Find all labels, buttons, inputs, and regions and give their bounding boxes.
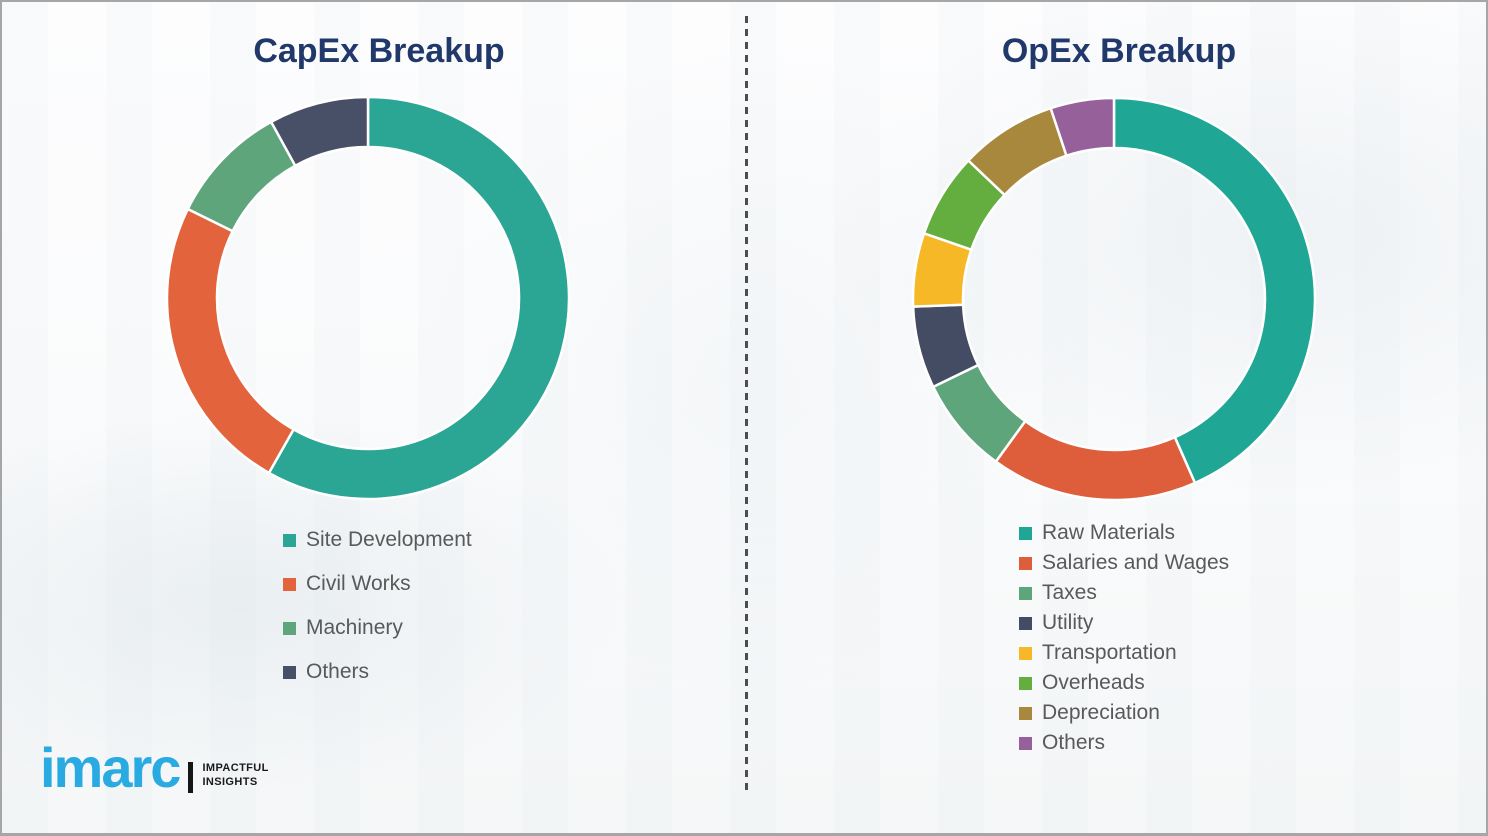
legend-color-marker (283, 621, 296, 635)
legend-item-civil-works: Civil Works (283, 562, 472, 606)
opex-donut-chart (911, 96, 1317, 502)
legend-item-others: Others (283, 650, 472, 694)
legend-item-utility: Utility (1019, 608, 1229, 638)
legend-label: Depreciation (1042, 701, 1160, 724)
legend-color-marker (1019, 586, 1032, 600)
legend-label: Overheads (1042, 671, 1145, 694)
legend-color-marker (283, 533, 296, 547)
legend-label: Utility (1042, 611, 1094, 634)
donut-segment-others (1049, 96, 1116, 158)
donut-segment-site-development (267, 95, 571, 501)
legend-item-raw-materials: Raw Materials (1019, 518, 1229, 548)
legend-item-salaries-and-wages: Salaries and Wages (1019, 548, 1229, 578)
legend-color-marker (1019, 706, 1032, 720)
opex-chart-title: OpEx Breakup (1001, 32, 1237, 70)
legend-item-site-development: Site Development (283, 518, 472, 562)
imarc-logo: imarc IMPACTFUL INSIGHTS (40, 740, 269, 796)
legend-color-marker (1019, 556, 1032, 570)
legend-item-transportation: Transportation (1019, 638, 1229, 668)
legend-label: Raw Materials (1042, 521, 1176, 544)
capex-chart-title: CapEx Breakup (253, 32, 505, 70)
legend-color-marker (283, 665, 296, 679)
legend-item-overheads: Overheads (1019, 668, 1229, 698)
imarc-tagline-line2: INSIGHTS (202, 776, 258, 789)
legend-label: Others (306, 660, 370, 683)
legend-label: Civil Works (306, 572, 411, 595)
legend-label: Machinery (306, 616, 403, 639)
donut-segment-civil-works (165, 207, 296, 475)
legend-color-marker (1019, 526, 1032, 540)
legend-item-depreciation: Depreciation (1019, 698, 1229, 728)
legend-label: Site Development (306, 528, 472, 551)
legend-item-others: Others (1019, 728, 1229, 758)
legend-label: Salaries and Wages (1042, 551, 1230, 574)
legend-label: Others (1042, 731, 1106, 754)
legend-color-marker (1019, 616, 1032, 630)
capex-donut-chart (165, 95, 571, 501)
imarc-tagline-line1: IMPACTFUL (202, 762, 269, 774)
donut-segment-others (269, 95, 370, 168)
legend-color-marker (1019, 646, 1032, 660)
imarc-logo-tagline: IMPACTFUL INSIGHTS (202, 761, 268, 790)
legend-color-marker (1019, 676, 1032, 690)
legend-label: Transportation (1042, 641, 1177, 664)
opex-legend: Raw Materials Salaries and Wages Taxes Util… (1019, 518, 1229, 758)
imarc-logo-wordmark: imarc (40, 736, 181, 799)
donut-segment-raw-materials (1112, 96, 1317, 485)
donut-segment-salaries-and-wages (994, 419, 1197, 502)
legend-color-marker (1019, 736, 1032, 750)
legend-item-taxes: Taxes (1019, 578, 1229, 608)
dashed-divider (745, 16, 748, 792)
capex-legend: Site Development Civil Works Machinery Othe… (283, 518, 472, 694)
legend-color-marker (283, 577, 296, 591)
imarc-logo-separator (188, 762, 194, 793)
legend-label: Taxes (1042, 581, 1097, 604)
legend-item-machinery: Machinery (283, 606, 472, 650)
